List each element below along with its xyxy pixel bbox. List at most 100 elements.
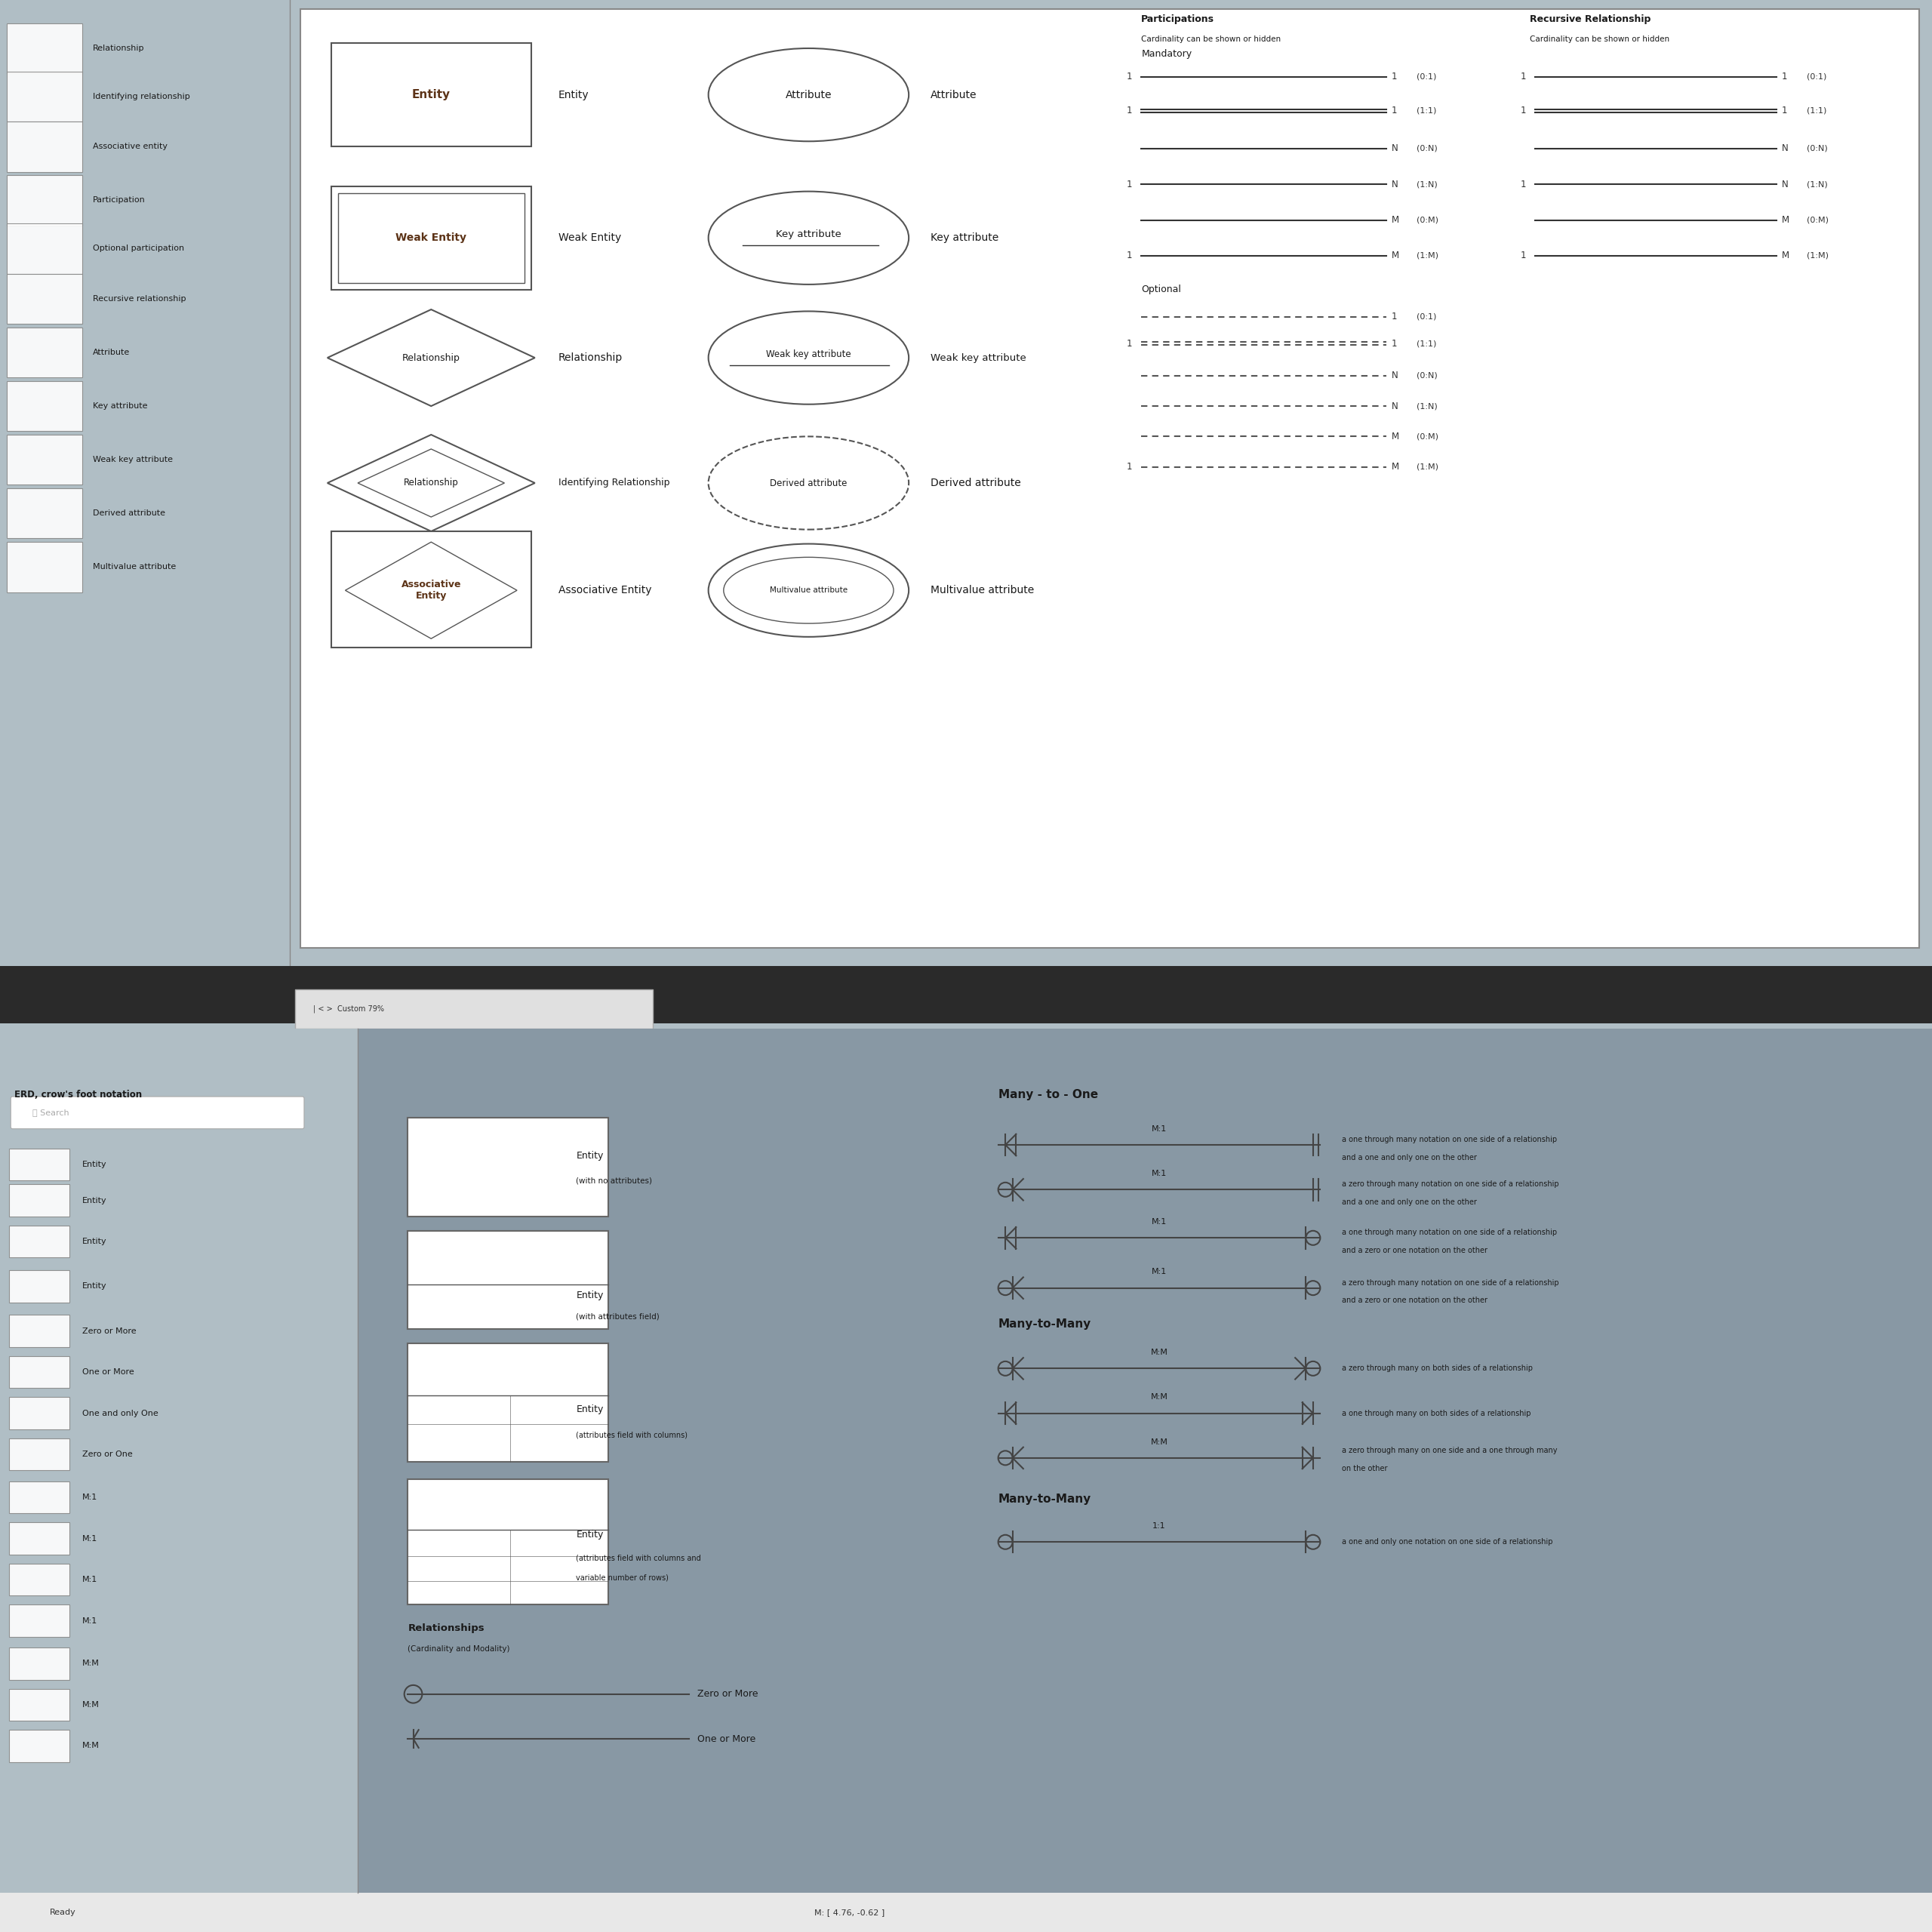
Bar (0, 966, 1932, 1024)
FancyBboxPatch shape (8, 122, 83, 172)
Text: 1: 1 (1520, 251, 1526, 261)
Text: Zero or One: Zero or One (83, 1451, 133, 1459)
Text: Derived attribute: Derived attribute (93, 510, 166, 518)
Text: Relationship: Relationship (402, 354, 460, 363)
Text: Relationship: Relationship (558, 352, 622, 363)
Text: 1: 1 (1126, 462, 1132, 471)
Text: M: M (1391, 214, 1399, 224)
Text: 1: 1 (1126, 251, 1132, 261)
Text: Optional participation: Optional participation (93, 245, 184, 253)
Ellipse shape (709, 48, 908, 141)
Text: a one through many on both sides of a relationship: a one through many on both sides of a re… (1341, 1410, 1530, 1416)
Text: 1:1: 1:1 (1153, 1522, 1165, 1530)
Text: Relationships: Relationships (408, 1623, 485, 1633)
Text: One or More: One or More (83, 1368, 133, 1376)
Text: (attributes field with columns and: (attributes field with columns and (576, 1555, 701, 1561)
Text: a one through many notation on one side of a relationship: a one through many notation on one side … (1341, 1136, 1557, 1144)
FancyBboxPatch shape (8, 274, 83, 325)
Text: Recursive Relationship: Recursive Relationship (1530, 14, 1650, 23)
Bar (338, 193, 524, 282)
Text: (1:N): (1:N) (1416, 180, 1437, 187)
Text: Identifying relationship: Identifying relationship (93, 93, 189, 100)
Text: and a zero or one notation on the other: and a zero or one notation on the other (1341, 1246, 1488, 1254)
Text: Weak Entity: Weak Entity (396, 232, 468, 243)
Text: a zero through many notation on one side of a relationship: a zero through many notation on one side… (1341, 1279, 1559, 1287)
Text: (0:1): (0:1) (1806, 73, 1826, 81)
Text: (0:N): (0:N) (1806, 145, 1828, 153)
Text: 1: 1 (1520, 180, 1526, 189)
FancyBboxPatch shape (8, 224, 83, 274)
Text: (0:M): (0:M) (1416, 216, 1439, 224)
Text: 1: 1 (1520, 106, 1526, 116)
Text: M:M: M:M (1151, 1437, 1167, 1445)
Bar (0, 1028, 357, 1893)
Text: M:1: M:1 (83, 1617, 99, 1625)
Text: | < >  Custom 79%: | < > Custom 79% (313, 1005, 384, 1012)
Text: M: [ 4.76, -0.62 ]: M: [ 4.76, -0.62 ] (813, 1909, 885, 1917)
Text: (0:M): (0:M) (1416, 433, 1439, 440)
Bar (330, 43, 531, 147)
Bar (10, 1522, 70, 1555)
Text: 1: 1 (1391, 311, 1397, 321)
Text: M:M: M:M (83, 1700, 100, 1708)
FancyBboxPatch shape (8, 71, 83, 122)
Text: M:1: M:1 (83, 1534, 99, 1542)
Text: a one through many notation on one side of a relationship: a one through many notation on one side … (1341, 1229, 1557, 1236)
Text: M:1: M:1 (1151, 1217, 1167, 1225)
Text: ERD, crow's foot notation: ERD, crow's foot notation (14, 1090, 141, 1099)
Text: (1:M): (1:M) (1806, 251, 1830, 259)
Text: (with attributes field): (with attributes field) (576, 1314, 659, 1320)
Text: Entity: Entity (83, 1161, 106, 1169)
Text: (0:1): (0:1) (1416, 73, 1437, 81)
Bar (0, 1893, 1932, 1932)
FancyBboxPatch shape (8, 23, 83, 73)
Bar (10, 1316, 70, 1347)
Text: Many-to-Many: Many-to-Many (999, 1318, 1092, 1329)
Text: Key attribute: Key attribute (777, 230, 840, 240)
Text: (1:1): (1:1) (1416, 340, 1437, 348)
Text: M:M: M:M (1151, 1349, 1167, 1356)
FancyBboxPatch shape (8, 176, 83, 226)
Text: Many-to-Many: Many-to-Many (999, 1493, 1092, 1505)
Polygon shape (327, 309, 535, 406)
Ellipse shape (709, 543, 908, 638)
Bar (0, 0, 290, 966)
Text: (attributes field with columns): (attributes field with columns) (576, 1432, 688, 1439)
Bar (408, 1119, 609, 1217)
Bar (0, 1028, 1932, 1086)
Polygon shape (327, 435, 535, 531)
Text: N: N (1391, 143, 1399, 153)
Bar (408, 1231, 609, 1329)
Text: (1:N): (1:N) (1416, 402, 1437, 410)
Text: Associative entity: Associative entity (93, 143, 168, 151)
Text: N: N (1391, 371, 1399, 381)
Text: Derived attribute: Derived attribute (929, 477, 1020, 489)
Text: Weak key attribute: Weak key attribute (93, 456, 174, 464)
Text: 1: 1 (1520, 71, 1526, 81)
Text: Relationship: Relationship (93, 44, 145, 52)
Text: N: N (1781, 143, 1789, 153)
Text: Relationship: Relationship (404, 477, 458, 489)
Text: a zero through many on both sides of a relationship: a zero through many on both sides of a r… (1341, 1364, 1532, 1372)
Text: and a one and only one on the other: and a one and only one on the other (1341, 1153, 1476, 1161)
Text: (0:N): (0:N) (1416, 371, 1437, 379)
FancyBboxPatch shape (8, 435, 83, 485)
Text: 1: 1 (1391, 338, 1397, 348)
Text: 1: 1 (1391, 106, 1397, 116)
Bar (10, 1269, 70, 1302)
Text: Participation: Participation (93, 197, 145, 205)
Text: M: M (1391, 431, 1399, 440)
Text: and a zero or one notation on the other: and a zero or one notation on the other (1341, 1296, 1488, 1304)
Ellipse shape (709, 437, 908, 529)
Text: Entity: Entity (412, 89, 450, 100)
Text: 1: 1 (1391, 71, 1397, 81)
Text: M:1: M:1 (83, 1493, 99, 1501)
Text: Recursive relationship: Recursive relationship (93, 296, 185, 303)
Text: (with no attributes): (with no attributes) (576, 1177, 653, 1184)
Text: Identifying Relationship: Identifying Relationship (558, 477, 670, 489)
Text: (0:N): (0:N) (1416, 145, 1437, 153)
Text: Cardinality can be shown or hidden: Cardinality can be shown or hidden (1530, 37, 1669, 43)
Text: 1: 1 (1126, 106, 1132, 116)
Text: Mandatory: Mandatory (1142, 48, 1192, 58)
Text: Attribute: Attribute (786, 89, 833, 100)
